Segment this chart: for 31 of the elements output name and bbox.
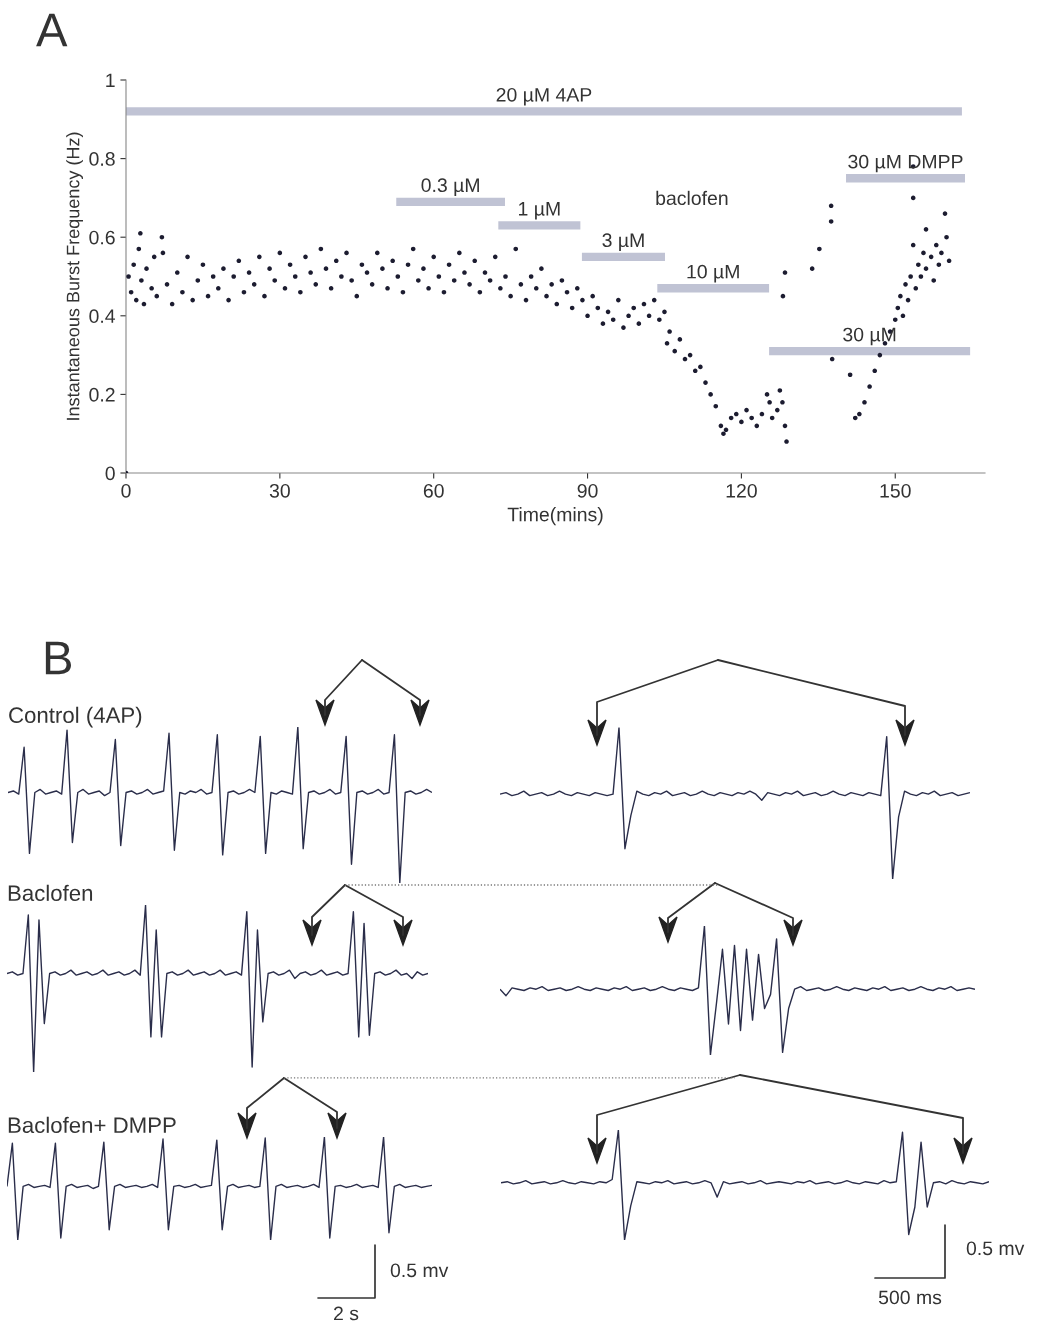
chart-title: Baclofen+ DMPP — [8, 1116, 176, 1134]
series-label: 10 µM — [687, 264, 739, 283]
chart-title: Control (4AP) — [9, 706, 142, 728]
y-axis-title: Instantaneous Burst Frequency (Hz) — [66, 132, 83, 420]
x-tick-label: 120 — [726, 483, 757, 498]
x-tick-label: 60 — [423, 483, 444, 498]
y-tick-label: 0.6 — [89, 230, 115, 245]
chart-title: Baclofen — [8, 884, 93, 902]
series-label: 3 µM — [602, 233, 644, 251]
y-tick-label: 0.8 — [89, 152, 115, 166]
x-axis-title: Time(mins) — [507, 507, 603, 526]
y-tick-label: 0.4 — [89, 309, 116, 324]
series-label: 30 µM DMPP — [848, 154, 963, 173]
x-tick-label: 90 — [577, 483, 598, 498]
series-label: 0.3 µM — [421, 178, 479, 196]
x-tick-label: 150 — [880, 483, 911, 498]
y-tick-label: 1 — [106, 73, 115, 88]
text: 0.5 mv — [966, 1241, 1025, 1256]
annotation: baclofen — [656, 190, 728, 206]
text: 2 s — [334, 1306, 359, 1321]
x-tick-label: 0 — [121, 483, 131, 498]
series-label: 20 µM 4AP — [496, 87, 592, 106]
x-tick-label: 30 — [269, 483, 290, 498]
series-label: 1 µM — [519, 202, 560, 220]
y-tick-label: 0 — [105, 466, 115, 481]
text: 0.5 mv — [390, 1263, 449, 1278]
text: 500 ms — [878, 1290, 942, 1305]
series-label: 30 µM — [843, 327, 896, 346]
text: A — [36, 13, 68, 47]
y-tick-label: 0.2 — [89, 387, 115, 402]
text: B — [45, 641, 71, 675]
